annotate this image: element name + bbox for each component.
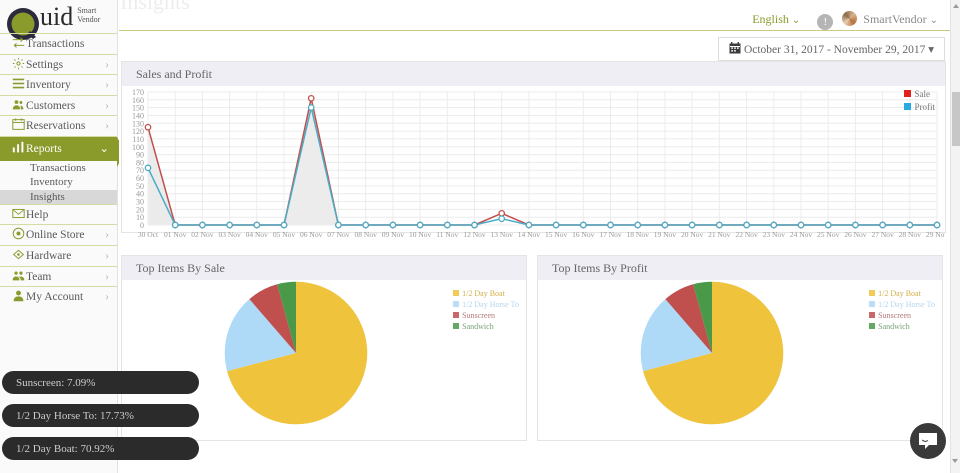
svg-text:01 Nov: 01 Nov	[164, 230, 187, 239]
svg-text:80: 80	[136, 158, 144, 167]
svg-text:10: 10	[136, 213, 144, 222]
svg-text:26 Nov: 26 Nov	[844, 230, 867, 239]
svg-text:09 Nov: 09 Nov	[382, 230, 405, 239]
svg-text:0: 0	[140, 221, 144, 230]
svg-text:22 Nov: 22 Nov	[735, 230, 758, 239]
svg-text:23 Nov: 23 Nov	[763, 230, 786, 239]
svg-text:30: 30	[136, 198, 144, 207]
svg-text:70: 70	[136, 166, 144, 175]
svg-text:20 Nov: 20 Nov	[681, 230, 704, 239]
svg-text:150: 150	[132, 104, 144, 113]
svg-text:27 Nov: 27 Nov	[871, 230, 894, 239]
svg-text:14 Nov: 14 Nov	[518, 230, 541, 239]
svg-text:110: 110	[132, 135, 144, 144]
svg-text:12 Nov: 12 Nov	[463, 230, 486, 239]
svg-text:160: 160	[132, 96, 144, 105]
svg-text:02 Nov: 02 Nov	[191, 230, 214, 239]
svg-text:29 Nov: 29 Nov	[926, 230, 945, 239]
svg-text:07 Nov: 07 Nov	[327, 230, 350, 239]
svg-text:11 Nov: 11 Nov	[436, 230, 458, 239]
svg-text:04 Nov: 04 Nov	[246, 230, 269, 239]
svg-text:170: 170	[132, 88, 144, 97]
svg-text:05 Nov: 05 Nov	[273, 230, 296, 239]
svg-text:100: 100	[132, 143, 144, 152]
svg-text:60: 60	[136, 174, 144, 183]
svg-text:18 Nov: 18 Nov	[627, 230, 650, 239]
svg-text:19 Nov: 19 Nov	[654, 230, 677, 239]
svg-text:30 Oct: 30 Oct	[138, 230, 159, 239]
svg-text:16 Nov: 16 Nov	[572, 230, 595, 239]
svg-text:130: 130	[132, 119, 144, 128]
svg-text:24 Nov: 24 Nov	[790, 230, 813, 239]
svg-text:50: 50	[136, 182, 144, 191]
svg-text:25 Nov: 25 Nov	[817, 230, 840, 239]
svg-text:120: 120	[132, 127, 144, 136]
svg-text:20: 20	[136, 205, 144, 214]
svg-text:21 Nov: 21 Nov	[708, 230, 731, 239]
svg-text:90: 90	[136, 151, 144, 160]
svg-text:06 Nov: 06 Nov	[300, 230, 323, 239]
svg-text:40: 40	[136, 190, 144, 199]
svg-text:10 Nov: 10 Nov	[409, 230, 432, 239]
svg-text:03 Nov: 03 Nov	[218, 230, 241, 239]
svg-text:15 Nov: 15 Nov	[545, 230, 568, 239]
svg-text:08 Nov: 08 Nov	[355, 230, 378, 239]
svg-text:140: 140	[132, 112, 144, 121]
svg-text:17 Nov: 17 Nov	[599, 230, 622, 239]
svg-text:28 Nov: 28 Nov	[899, 230, 922, 239]
svg-text:13 Nov: 13 Nov	[491, 230, 514, 239]
